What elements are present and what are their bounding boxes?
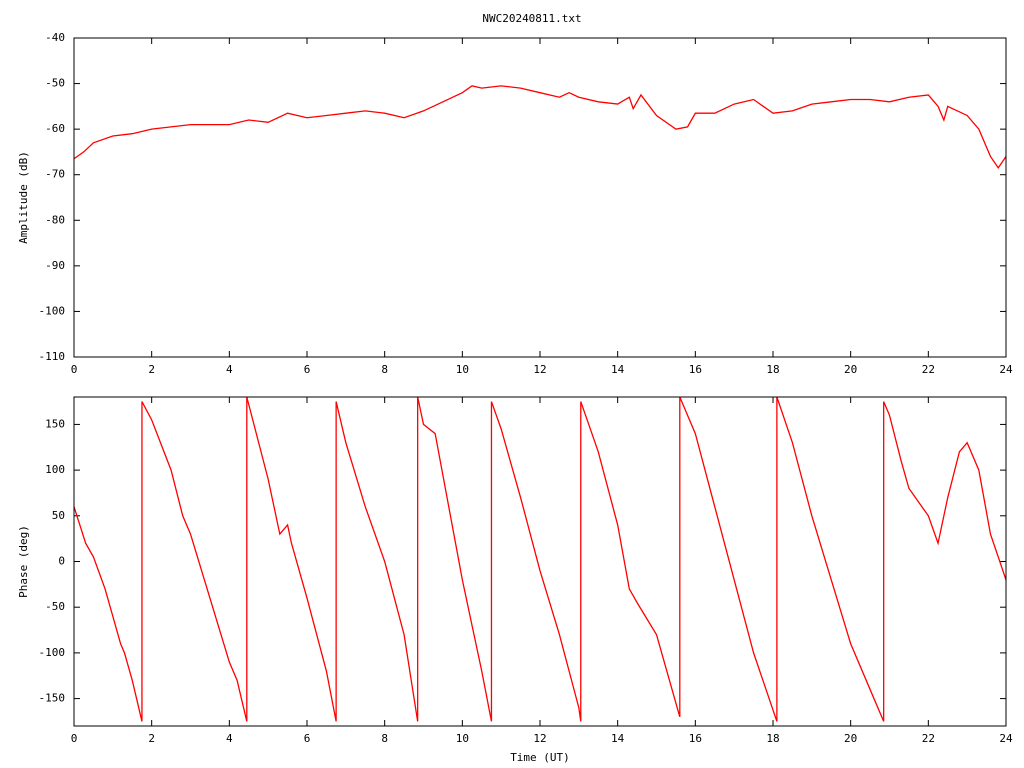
x-tick-label: 22 — [922, 363, 935, 376]
x-tick-label: 12 — [533, 363, 546, 376]
y-tick-label: 150 — [45, 417, 65, 430]
x-tick-label: 16 — [689, 732, 702, 745]
y-tick-label: 0 — [58, 555, 65, 568]
chart-title: NWC20240811.txt — [482, 12, 581, 25]
x-tick-label: 22 — [922, 732, 935, 745]
x-tick-label: 6 — [304, 363, 311, 376]
x-tick-label: 4 — [226, 363, 233, 376]
y-tick-label: -100 — [39, 304, 66, 317]
y-tick-label: -70 — [45, 168, 65, 181]
y-tick-label: -150 — [39, 692, 66, 705]
x-tick-label: 20 — [844, 363, 857, 376]
plot-frame — [73, 396, 1007, 727]
x-tick-label: 2 — [148, 732, 155, 745]
x-tick-label: 14 — [611, 732, 625, 745]
y-tick-label: -80 — [45, 213, 65, 226]
y-tick-label: -90 — [45, 259, 65, 272]
y-tick-label: -60 — [45, 122, 65, 135]
y-axis-label: Phase (deg) — [17, 525, 30, 598]
x-tick-label: 10 — [456, 732, 469, 745]
x-tick-label: 6 — [304, 732, 311, 745]
x-tick-label: 24 — [999, 363, 1013, 376]
x-tick-label: 8 — [381, 732, 388, 745]
x-tick-label: 24 — [999, 732, 1013, 745]
data-line — [73, 85, 1007, 170]
x-tick-label: 18 — [766, 732, 779, 745]
x-axis-label: Time (UT) — [510, 751, 570, 764]
y-tick-label: 100 — [45, 463, 65, 476]
x-tick-label: 20 — [844, 732, 857, 745]
x-tick-label: 16 — [689, 363, 702, 376]
x-tick-label: 8 — [381, 363, 388, 376]
x-tick-label: 0 — [71, 732, 78, 745]
x-tick-label: 0 — [71, 363, 78, 376]
data-line — [73, 396, 1007, 722]
x-tick-label: 10 — [456, 363, 469, 376]
y-tick-label: -50 — [45, 600, 65, 613]
y-tick-label: -100 — [39, 646, 66, 659]
y-tick-label: -110 — [39, 350, 66, 363]
x-tick-label: 18 — [766, 363, 779, 376]
y-tick-label: 50 — [52, 509, 65, 522]
x-tick-label: 4 — [226, 732, 233, 745]
y-axis-label: Amplitude (dB) — [17, 151, 30, 244]
x-tick-label: 2 — [148, 363, 155, 376]
x-tick-label: 12 — [533, 732, 546, 745]
y-tick-label: -50 — [45, 77, 65, 90]
x-tick-label: 14 — [611, 363, 625, 376]
plot-frame — [73, 37, 1007, 358]
y-tick-label: -40 — [45, 31, 65, 44]
